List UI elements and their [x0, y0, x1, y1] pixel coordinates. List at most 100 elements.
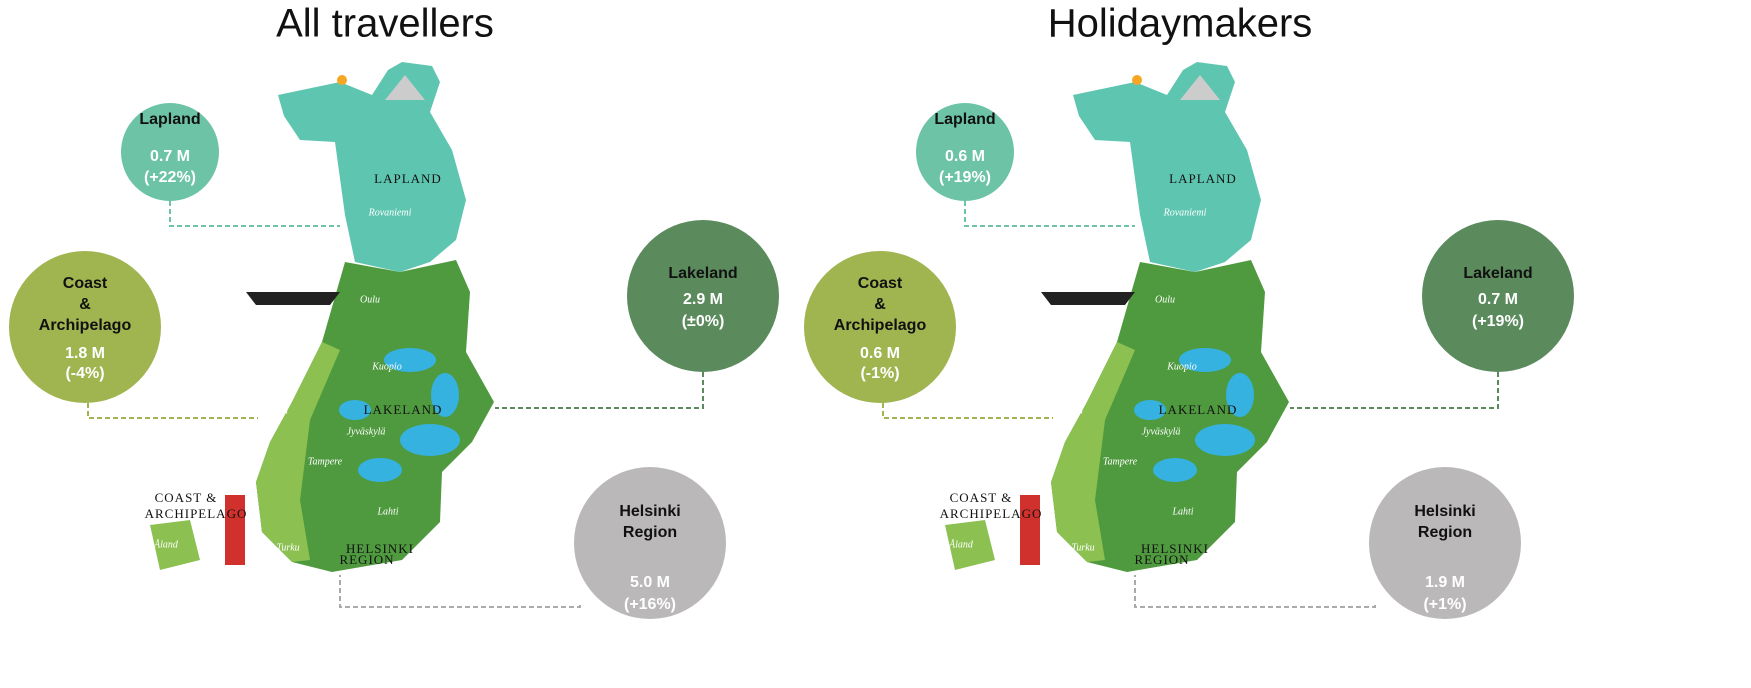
lake: [400, 424, 460, 456]
region-change: (+16%): [624, 596, 676, 613]
panel-title: All travellers: [276, 2, 494, 46]
panel: LAPLAND LAKELAND COAST &ARCHIPELAGO HELSINK…: [9, 62, 779, 619]
connector: [169, 201, 340, 227]
region-name: Helsinki Region: [619, 503, 680, 541]
lake: [1153, 458, 1197, 482]
connector: [339, 575, 581, 608]
map-label: REGION: [339, 552, 394, 567]
map-label: LAKELAND: [364, 402, 443, 417]
city-label: Jyväskylä: [347, 426, 386, 437]
lake: [1195, 424, 1255, 456]
connector: [882, 403, 1053, 419]
map-label: LAPLAND: [374, 171, 442, 186]
city-label: Kuopio: [1166, 361, 1196, 372]
region-name: Lakeland: [668, 265, 737, 282]
city-label: Rovaniemi: [368, 207, 412, 218]
city-label: Åland: [948, 538, 974, 550]
lake: [339, 400, 371, 420]
city-label: Turku: [1071, 542, 1094, 553]
city-label: Jyväskylä: [1142, 426, 1181, 437]
region-value: 0.7 M: [1478, 291, 1518, 308]
region-value: 0.6 M: [945, 148, 985, 165]
map-label: COAST &: [950, 490, 1013, 505]
region-bubble: [804, 251, 956, 403]
map-coast: [1051, 342, 1135, 562]
city-label: Lahti: [1171, 506, 1193, 517]
city-label: Kuopio: [371, 361, 401, 372]
map-lapland: [1073, 62, 1261, 272]
panel-title: Holidaymakers: [1048, 2, 1313, 46]
region-change: (+1%): [1423, 596, 1466, 613]
lake: [431, 373, 459, 417]
region-bubble: [574, 467, 726, 619]
map-label: COAST &: [155, 490, 218, 505]
connector: [1134, 575, 1376, 608]
ship: [1041, 292, 1135, 305]
map-lapland: [278, 62, 466, 272]
city-label: Åland: [153, 538, 179, 550]
map-label: ARCHIPELAGO: [145, 506, 248, 521]
region-bubble: [1369, 467, 1521, 619]
region-change: (+22%): [144, 169, 196, 186]
city-label: Vaasa: [264, 405, 288, 416]
region-name: Coast & Archipelago: [39, 275, 132, 334]
lake: [1134, 400, 1166, 420]
region-value: 1.9 M: [1425, 574, 1465, 591]
city-label: Vaasa: [1059, 405, 1083, 416]
city-label: Tampere: [1103, 456, 1138, 467]
region-bubble: [1422, 220, 1574, 372]
map-label: ARCHIPELAGO: [940, 506, 1043, 521]
region-bubble: [121, 103, 219, 201]
map-label: LAPLAND: [1169, 171, 1237, 186]
region-change: (-1%): [860, 365, 899, 382]
region-bubble: [627, 220, 779, 372]
region-value: 1.8 M: [65, 345, 105, 362]
region-change: (-4%): [65, 365, 104, 382]
ship: [246, 292, 340, 305]
connector: [1290, 372, 1499, 409]
lake: [1226, 373, 1254, 417]
region-name: Lapland: [934, 111, 995, 128]
map-south: [256, 260, 494, 572]
region-name: Coast & Archipelago: [834, 275, 927, 334]
region-change: (±0%): [682, 313, 725, 330]
map-south: [1051, 260, 1289, 572]
region-name: Lapland: [139, 111, 200, 128]
map-label: REGION: [1134, 552, 1189, 567]
region-name: Helsinki Region: [1414, 503, 1475, 541]
connector: [495, 372, 704, 409]
connector: [964, 201, 1135, 227]
region-bubble: [9, 251, 161, 403]
city-label: Rovaniemi: [1163, 207, 1207, 218]
region-name: Lakeland: [1463, 265, 1532, 282]
map-label: HELSINKI: [1141, 541, 1209, 556]
deco-lighthouse: [225, 495, 245, 565]
lake: [1179, 348, 1231, 372]
city-label: Oulu: [360, 294, 380, 305]
panel: LAPLAND LAKELAND COAST &ARCHIPELAGO HELSINK…: [804, 62, 1574, 619]
deco-islands: [945, 520, 995, 570]
connector: [87, 403, 258, 419]
deco-mountain: [1180, 75, 1220, 100]
region-value: 0.7 M: [150, 148, 190, 165]
lake: [358, 458, 402, 482]
region-value: 5.0 M: [630, 574, 670, 591]
deco-mountain: [385, 75, 425, 100]
region-change: (+19%): [939, 169, 991, 186]
map-label: HELSINKI: [346, 541, 414, 556]
map-coast: [256, 342, 340, 562]
city-label: Turku: [276, 542, 299, 553]
deco-lighthouse: [1020, 495, 1040, 565]
region-bubble: [916, 103, 1014, 201]
lake: [384, 348, 436, 372]
region-value: 2.9 M: [683, 291, 723, 308]
region-value: 0.6 M: [860, 345, 900, 362]
city-label: Tampere: [308, 456, 343, 467]
deco-sun: [1132, 75, 1142, 85]
deco-sun: [337, 75, 347, 85]
deco-islands: [150, 520, 200, 570]
region-change: (+19%): [1472, 313, 1524, 330]
city-label: Lahti: [376, 506, 398, 517]
city-label: Oulu: [1155, 294, 1175, 305]
